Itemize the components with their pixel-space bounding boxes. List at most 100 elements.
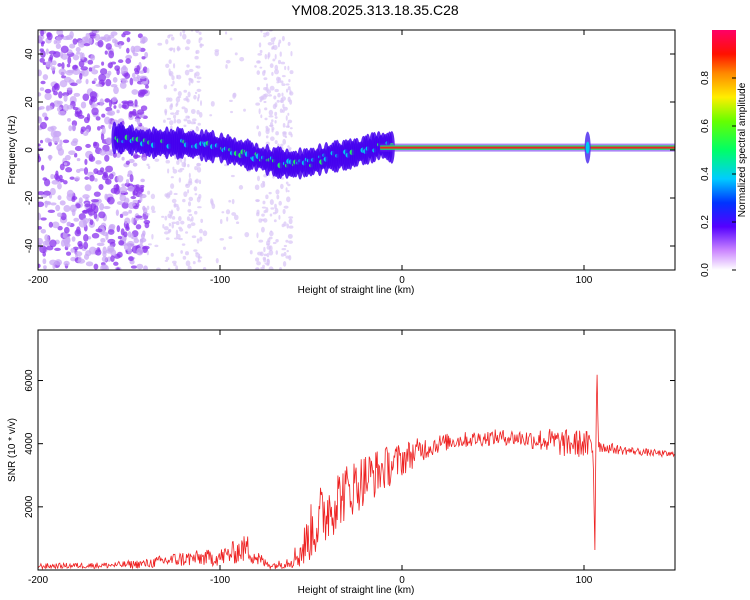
noise-blob-faint [219,218,223,224]
noise-blob-faint [173,262,177,267]
noise-blob-faint [151,233,154,240]
noise-blob-faint [169,104,173,111]
noise-blob [69,31,74,39]
noise-blob [71,236,76,242]
noise-blob-faint [231,212,237,216]
noise-blob-faint [276,194,280,200]
noise-blob-faint [183,118,188,122]
noise-blob [53,39,58,45]
noise-blob [89,91,98,99]
noise-blob-faint [280,253,285,257]
noise-blob [91,69,99,75]
noise-blob-faint [176,205,180,212]
noise-blob-faint [283,221,287,227]
noise-blob-faint [266,243,270,246]
noise-blob-faint [278,214,281,220]
noise-blob [77,114,85,119]
noise-blob-faint [280,183,284,190]
noise-blob-faint [197,256,203,259]
noise-blob-faint [230,174,235,178]
noise-blob [56,144,63,152]
noise-blob [99,68,108,75]
noise-blob [48,221,53,228]
noise-blob-faint [256,261,261,266]
noise-blob-faint [173,118,177,124]
noise-blob-faint [187,91,191,98]
noise-blob [38,226,42,230]
snr-frame [37,329,676,571]
noise-blob [50,173,55,180]
noise-blob-faint [186,38,191,45]
noise-blob [101,256,108,263]
noise-blob [140,105,148,111]
noise-blob [85,143,91,149]
noise-blob-faint [256,209,260,215]
noise-blob-faint [287,189,290,193]
noise-blob-faint [286,249,289,253]
noise-blob-faint [187,209,192,213]
noise-blob [48,154,52,161]
spectrogram-xlabel: Height of straight line (km) [298,285,415,296]
noise-blob [104,116,111,125]
noise-blob [75,168,81,174]
noise-blob [121,104,127,109]
spectrogram-xtick-label: 100 [576,275,593,286]
noise-blob [43,265,47,270]
noise-blob-faint [285,181,289,185]
spectrogram-ytick-label: -40 [24,238,35,253]
noise-blob-faint [196,88,202,92]
noise-blob [132,162,138,167]
noise-blob-faint [228,199,232,203]
noise-blob-faint [283,244,288,248]
noise-blob [144,222,150,229]
noise-blob-faint [193,94,197,100]
noise-blob-faint [221,211,225,214]
snr-xtick-label: -200 [28,575,48,586]
noise-blob-faint [257,53,263,56]
noise-blob-faint [274,111,278,117]
noise-blob-faint [255,257,260,262]
noise-blob [48,50,57,55]
noise-blob [97,126,101,131]
noise-blob-faint [287,41,291,46]
noise-blob-faint [170,183,175,189]
noise-blob [57,63,62,67]
noise-blob-faint [259,49,263,54]
noise-blob [62,36,70,41]
noise-blob-faint [170,252,174,257]
noise-blob [89,98,93,106]
noise-blob-faint [243,108,246,112]
noise-blob-faint [154,244,159,248]
noise-blob [76,157,81,162]
noise-blob-faint [255,102,261,106]
noise-blob [93,191,101,197]
noise-blob [54,259,63,266]
noise-blob [126,37,131,43]
noise-blob [124,72,131,79]
noise-blob-faint [178,216,182,222]
noise-blob [46,32,53,41]
noise-blob [85,261,94,267]
noise-blob [119,186,128,194]
noise-blob [71,197,76,202]
noise-blob [81,68,89,77]
noise-blob-faint [270,230,273,233]
noise-blob [85,78,89,85]
noise-blob-faint [219,237,225,241]
noise-blob-faint [210,200,214,206]
spectrogram-xtick-label: 0 [399,275,405,286]
noise-blob [121,156,125,161]
noise-blob-faint [193,186,198,192]
noise-blob [99,202,105,211]
noise-blob-faint [185,115,190,119]
noise-blob-faint [185,183,189,187]
noise-blob-faint [288,131,292,136]
noise-blob [51,221,60,229]
noise-blob-faint [195,178,199,184]
noise-blob-faint [195,71,200,77]
noise-blob [128,110,133,118]
spectrogram-ytick-label: 0 [24,147,35,153]
noise-blob-faint [177,169,183,173]
noise-blob-faint [280,143,284,147]
